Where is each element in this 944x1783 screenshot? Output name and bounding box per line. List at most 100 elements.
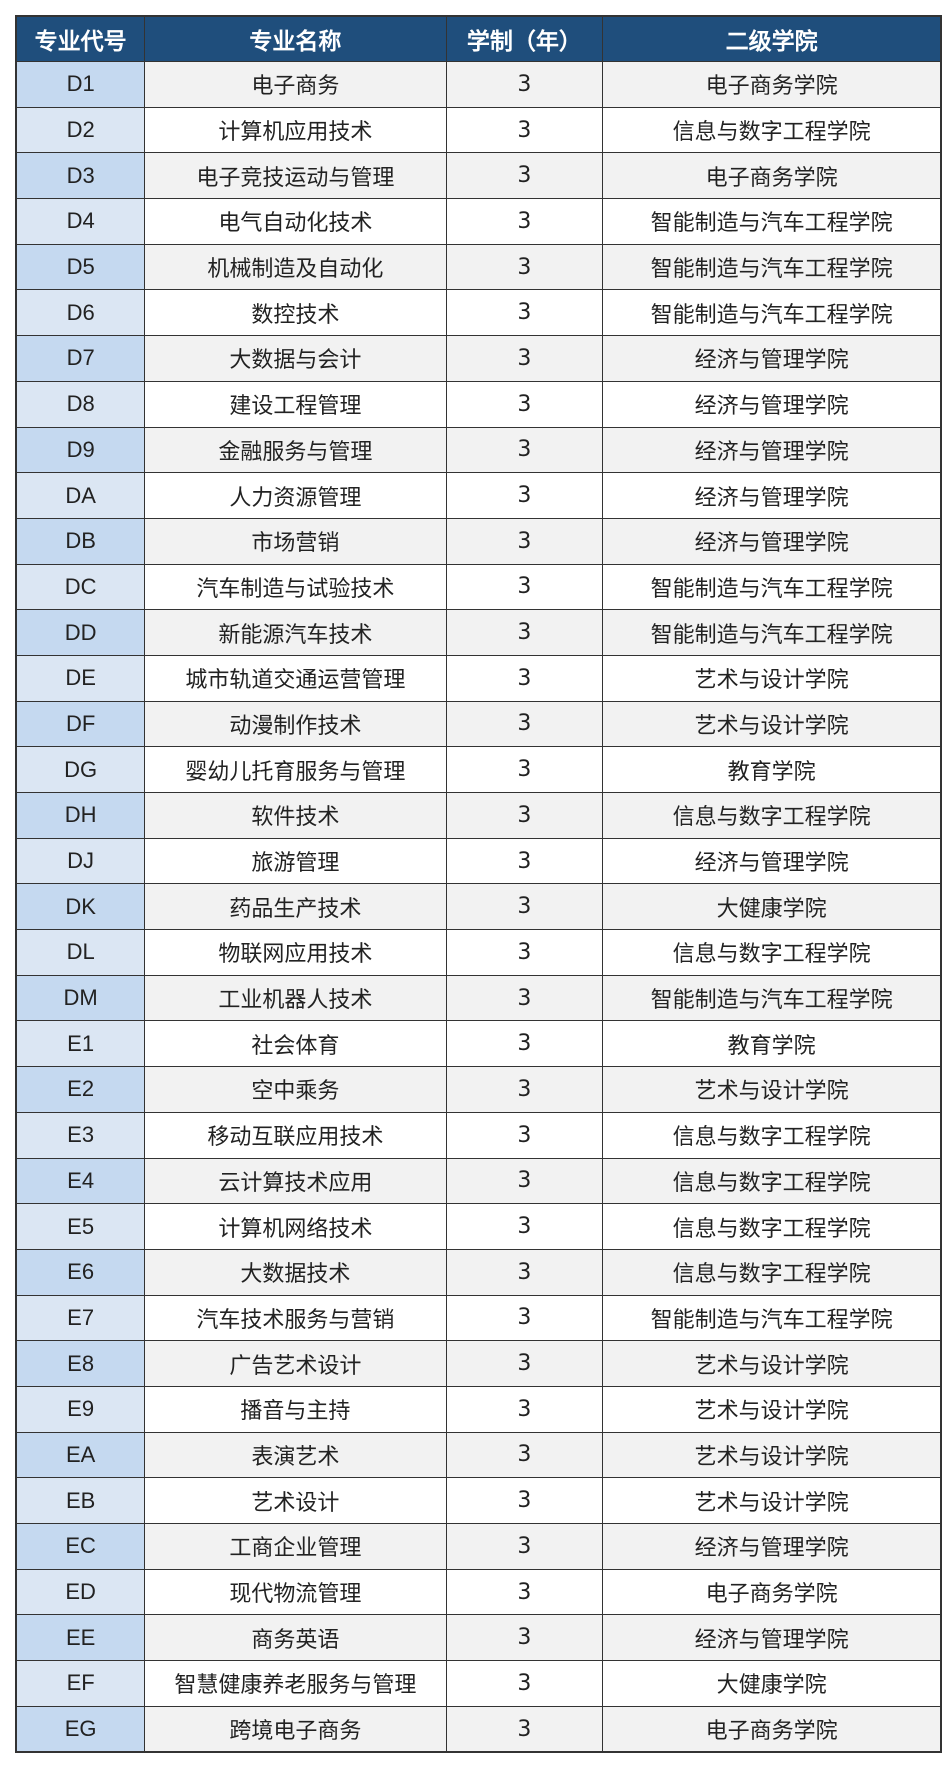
- table-row: DB 市场营销 3 经济与管理学院: [15, 517, 942, 565]
- cell-major-name: 婴幼儿托育服务与管理: [144, 746, 447, 793]
- cell-major-code: D8: [15, 380, 146, 428]
- cell-major-code: E3: [15, 1111, 146, 1159]
- cell-major-name: 商务英语: [144, 1614, 447, 1662]
- table-row: D1 电子商务 3 电子商务学院: [15, 61, 942, 108]
- cell-duration: 3: [445, 198, 604, 245]
- cell-major-name: 工业机器人技术: [144, 974, 447, 1022]
- cell-major-name: 大数据与会计: [144, 335, 447, 382]
- cell-college: 教育学院: [602, 1020, 942, 1068]
- table-row: D5 机械制造及自动化 3 智能制造与汽车工程学院: [15, 243, 942, 291]
- table-row: D9 金融服务与管理 3 经济与管理学院: [15, 426, 942, 474]
- cell-duration: 3: [445, 1477, 604, 1524]
- cell-major-name: 移动互联应用技术: [144, 1111, 447, 1159]
- table-row: D7 大数据与会计 3 经济与管理学院: [15, 335, 942, 382]
- cell-major-name: 工商企业管理: [144, 1523, 447, 1570]
- cell-major-code: EF: [15, 1660, 146, 1707]
- cell-college: 艺术与设计学院: [602, 1431, 942, 1479]
- table-row: E9 播音与主持 3 艺术与设计学院: [15, 1385, 942, 1433]
- cell-duration: 3: [445, 1523, 604, 1570]
- table-row: DH 软件技术 3 信息与数字工程学院: [15, 792, 942, 839]
- cell-major-code: EG: [15, 1705, 146, 1753]
- cell-duration: 3: [445, 929, 604, 976]
- cell-college: 智能制造与汽车工程学院: [602, 198, 942, 245]
- table-row: DK 药品生产技术 3 大健康学院: [15, 883, 942, 931]
- cell-college: 艺术与设计学院: [602, 1066, 942, 1113]
- cell-major-name: 物联网应用技术: [144, 929, 447, 976]
- cell-duration: 3: [445, 1066, 604, 1113]
- cell-major-name: 新能源汽车技术: [144, 609, 447, 656]
- cell-duration: 3: [445, 609, 604, 656]
- cell-college: 信息与数字工程学院: [602, 792, 942, 839]
- cell-major-name: 机械制造及自动化: [144, 243, 447, 291]
- cell-major-code: E2: [15, 1066, 146, 1113]
- cell-college: 信息与数字工程学院: [602, 1248, 942, 1296]
- cell-duration: 3: [445, 1340, 604, 1387]
- cell-major-name: 汽车技术服务与营销: [144, 1294, 447, 1342]
- cell-major-code: EB: [15, 1477, 146, 1524]
- cell-major-name: 跨境电子商务: [144, 1705, 447, 1753]
- table-row: DF 动漫制作技术 3 艺术与设计学院: [15, 700, 942, 748]
- cell-duration: 3: [445, 243, 604, 291]
- cell-college: 艺术与设计学院: [602, 700, 942, 748]
- header-major-name: 专业名称: [144, 15, 447, 62]
- table-row: E5 计算机网络技术 3 信息与数字工程学院: [15, 1203, 942, 1250]
- cell-college: 艺术与设计学院: [602, 1477, 942, 1524]
- cell-major-code: E6: [15, 1248, 146, 1296]
- cell-college: 智能制造与汽车工程学院: [602, 243, 942, 291]
- cell-major-code: DC: [15, 563, 146, 611]
- table-row: EB 艺术设计 3 艺术与设计学院: [15, 1477, 942, 1524]
- cell-duration: 3: [445, 517, 604, 565]
- cell-major-code: D9: [15, 426, 146, 474]
- table-row: E2 空中乘务 3 艺术与设计学院: [15, 1066, 942, 1113]
- cell-major-name: 电子商务: [144, 61, 447, 108]
- cell-duration: 3: [445, 700, 604, 748]
- cell-major-name: 社会体育: [144, 1020, 447, 1068]
- cell-duration: 3: [445, 1248, 604, 1296]
- cell-major-code: D1: [15, 61, 146, 108]
- cell-major-name: 广告艺术设计: [144, 1340, 447, 1387]
- cell-college: 电子商务学院: [602, 152, 942, 200]
- table-row: DL 物联网应用技术 3 信息与数字工程学院: [15, 929, 942, 976]
- cell-duration: 3: [445, 152, 604, 200]
- cell-college: 教育学院: [602, 746, 942, 793]
- cell-major-code: EC: [15, 1523, 146, 1570]
- table-row: EC 工商企业管理 3 经济与管理学院: [15, 1523, 942, 1570]
- cell-duration: 3: [445, 563, 604, 611]
- cell-duration: 3: [445, 472, 604, 519]
- cell-duration: 3: [445, 1705, 604, 1753]
- header-row: 专业代号 专业名称 学制（年） 二级学院: [15, 15, 942, 62]
- cell-college: 智能制造与汽车工程学院: [602, 563, 942, 611]
- cell-duration: 3: [445, 1203, 604, 1250]
- cell-duration: 3: [445, 1614, 604, 1662]
- cell-major-name: 城市轨道交通运营管理: [144, 654, 447, 702]
- cell-duration: 3: [445, 654, 604, 702]
- cell-major-name: 空中乘务: [144, 1066, 447, 1113]
- cell-major-name: 计算机网络技术: [144, 1203, 447, 1250]
- cell-major-code: ED: [15, 1568, 146, 1616]
- table-row: E1 社会体育 3 教育学院: [15, 1020, 942, 1068]
- table-row: E8 广告艺术设计 3 艺术与设计学院: [15, 1340, 942, 1387]
- cell-college: 经济与管理学院: [602, 380, 942, 428]
- cell-major-name: 金融服务与管理: [144, 426, 447, 474]
- cell-major-code: DK: [15, 883, 146, 931]
- cell-college: 艺术与设计学院: [602, 1340, 942, 1387]
- cell-college: 电子商务学院: [602, 1568, 942, 1616]
- cell-college: 经济与管理学院: [602, 426, 942, 474]
- table-row: EA 表演艺术 3 艺术与设计学院: [15, 1431, 942, 1479]
- table-row: EG 跨境电子商务 3 电子商务学院: [15, 1705, 942, 1753]
- cell-major-code: EA: [15, 1431, 146, 1479]
- cell-college: 经济与管理学院: [602, 837, 942, 885]
- cell-duration: 3: [445, 1111, 604, 1159]
- table-row: DJ 旅游管理 3 经济与管理学院: [15, 837, 942, 885]
- cell-major-code: D2: [15, 106, 146, 154]
- cell-college: 经济与管理学院: [602, 517, 942, 565]
- cell-college: 电子商务学院: [602, 1705, 942, 1753]
- cell-duration: 3: [445, 335, 604, 382]
- cell-duration: 3: [445, 426, 604, 474]
- cell-college: 信息与数字工程学院: [602, 1203, 942, 1250]
- table-row: EE 商务英语 3 经济与管理学院: [15, 1614, 942, 1662]
- cell-major-code: DB: [15, 517, 146, 565]
- cell-major-code: DJ: [15, 837, 146, 885]
- cell-duration: 3: [445, 746, 604, 793]
- cell-major-name: 药品生产技术: [144, 883, 447, 931]
